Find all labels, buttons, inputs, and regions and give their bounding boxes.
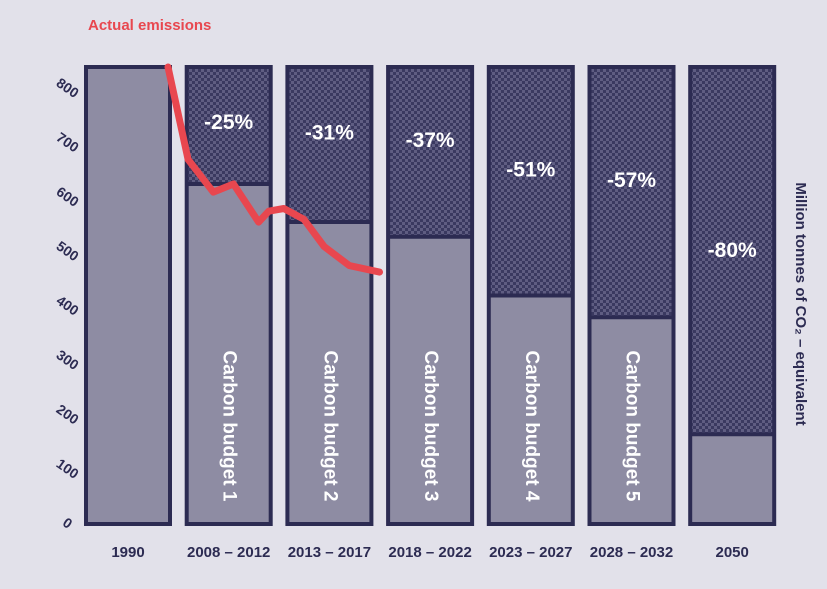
actual-emissions-line <box>164 63 383 276</box>
reduction-area <box>388 67 473 237</box>
x-axis: 1990 2008 – 2012 2013 – 2017 2018 – 2022 202… <box>111 544 749 561</box>
reduction-label: -51% <box>506 158 555 181</box>
carbon-budget-label: Carbon budget 4 <box>521 351 542 502</box>
bar-frame <box>285 65 374 526</box>
x-tick-label: 2023 – 2027 <box>489 544 572 561</box>
x-tick-label: 1990 <box>111 544 144 561</box>
y-tick-label: 0 <box>60 514 76 532</box>
bar-frame <box>486 65 575 526</box>
bar-frame <box>688 65 777 526</box>
bar-frame <box>184 65 273 526</box>
bar-group-3: -31% Carbon budget 2 <box>285 65 374 526</box>
reduction-area <box>589 67 674 318</box>
actual-emissions-layer <box>164 63 383 276</box>
y-axis-title: Million tonnes of CO₂ – equivalent <box>792 182 809 425</box>
y-tick-label: 400 <box>54 292 82 319</box>
bar <box>186 183 271 524</box>
x-tick-label: 2013 – 2017 <box>288 544 371 561</box>
y-tick-label: 200 <box>54 401 82 428</box>
legend-actual-emissions: Actual emissions <box>88 17 211 34</box>
bar <box>86 67 170 524</box>
y-tick-label: 500 <box>54 238 82 265</box>
carbon-budget-label: Carbon budget 2 <box>319 351 340 502</box>
bar-group-4: -37% Carbon budget 3 <box>386 65 475 526</box>
bar <box>589 317 674 524</box>
bar <box>690 434 775 524</box>
bar-group-1 <box>84 65 172 526</box>
bar <box>488 295 573 524</box>
bars-layer: -25%Carbon budget 1-31%Carbon budget 2-3… <box>84 65 777 526</box>
reduction-area <box>186 67 271 184</box>
bar-group-2: -25% Carbon budget 1 <box>184 65 273 526</box>
reduction-label: -25% <box>204 111 253 134</box>
bar-group-5: -51% Carbon budget 4 <box>486 65 575 526</box>
bar <box>388 236 473 524</box>
y-tick-label: 300 <box>54 346 82 373</box>
y-tick-label: 700 <box>54 129 82 156</box>
carbon-budget-label: Carbon budget 1 <box>219 351 240 502</box>
x-tick-label: 2028 – 2032 <box>590 544 673 561</box>
bar-frame <box>84 65 172 526</box>
bar <box>287 222 372 524</box>
bar-group-6: -57% Carbon budget 5 <box>587 65 676 526</box>
y-tick-label: 600 <box>54 183 82 210</box>
reduction-label: -57% <box>607 169 656 192</box>
reduction-area <box>287 67 372 223</box>
reduction-area <box>488 67 573 296</box>
bar-frame <box>587 65 676 526</box>
reduction-label: -37% <box>406 129 455 152</box>
y-axis: 0 100 200 300 400 500 600 700 800 <box>54 74 82 531</box>
bar-frame <box>386 65 475 526</box>
carbon-budget-label: Carbon budget 5 <box>621 351 642 502</box>
x-tick-label: 2008 – 2012 <box>187 544 270 561</box>
y-tick-label: 100 <box>54 455 82 482</box>
reduction-label: -31% <box>305 122 354 145</box>
x-tick-label: 2018 – 2022 <box>388 544 471 561</box>
y-tick-label: 800 <box>54 74 82 101</box>
x-tick-label: 2050 <box>716 544 749 561</box>
reduction-label: -80% <box>708 239 757 262</box>
reduction-area <box>690 67 775 435</box>
bar-group-7: -80% <box>688 65 777 526</box>
carbon-budget-label: Carbon budget 3 <box>420 351 441 502</box>
